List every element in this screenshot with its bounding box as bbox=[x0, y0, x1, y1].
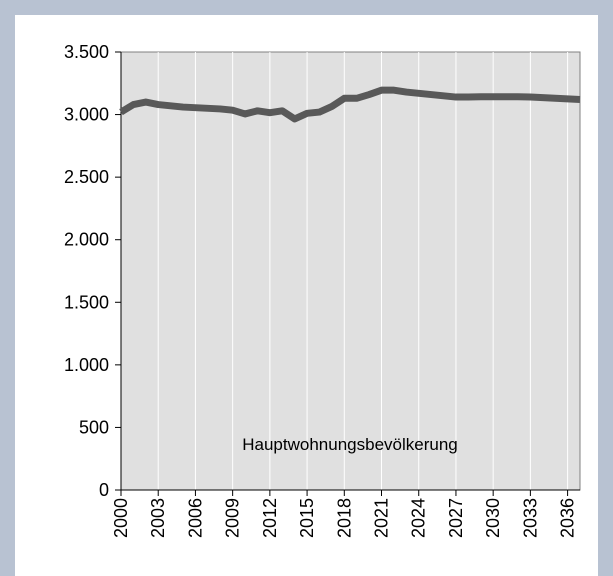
y-tick-label: 2.000 bbox=[64, 230, 109, 250]
x-tick-label: 2027 bbox=[446, 498, 466, 538]
x-tick-label: 2015 bbox=[297, 498, 317, 538]
x-tick-label: 2006 bbox=[185, 498, 205, 538]
y-tick-label: 3.500 bbox=[64, 42, 109, 62]
y-tick-label: 1.000 bbox=[64, 355, 109, 375]
y-tick-label: 3.000 bbox=[64, 105, 109, 125]
data-line bbox=[119, 86, 581, 123]
x-tick-label: 2024 bbox=[409, 498, 429, 538]
x-tick-label: 2033 bbox=[520, 498, 540, 538]
y-tick-label: 500 bbox=[79, 417, 109, 437]
x-tick-label: 2000 bbox=[111, 498, 131, 538]
x-tick-label: 2003 bbox=[148, 498, 168, 538]
x-tick-label: 2009 bbox=[223, 498, 243, 538]
plot-area bbox=[120, 51, 581, 491]
y-tick-label: 0 bbox=[99, 480, 109, 500]
series-label: Hauptwohnungsbevölkerung bbox=[242, 435, 458, 454]
x-tick-label: 2018 bbox=[334, 498, 354, 538]
x-tick-label: 2021 bbox=[372, 498, 392, 538]
x-tick-label: 2036 bbox=[558, 498, 578, 538]
x-tick-label: 2012 bbox=[260, 498, 280, 538]
y-tick-label: 1.500 bbox=[64, 292, 109, 312]
x-tick-label: 2030 bbox=[483, 498, 503, 538]
y-tick-label: 2.500 bbox=[64, 167, 109, 187]
